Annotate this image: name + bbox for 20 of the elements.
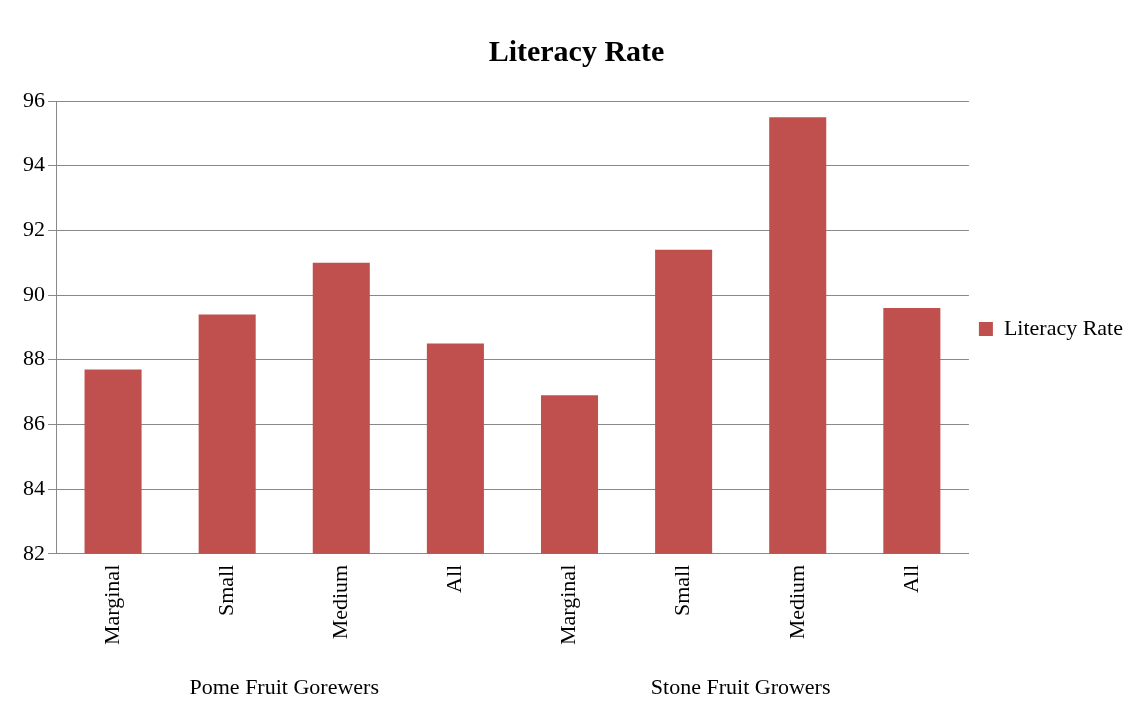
x-tick-label: All [897,564,923,593]
y-tick-label: 96 [23,86,45,112]
x-tick-label: All [441,564,467,593]
x-tick-label: Medium [327,564,353,640]
x-tick-label: Small [212,564,238,617]
legend-label: Literacy Rate [1003,314,1124,340]
y-tick-label: 92 [23,216,45,242]
y-tick-label: 82 [23,539,45,565]
y-tick-label: 94 [23,151,45,177]
y-tick-label: 88 [23,345,45,371]
text: Pome Fruit Gorewers [189,673,379,699]
x-tick-label: Marginal [98,564,124,646]
y-tick-label: 90 [23,280,45,306]
y-tick-label: 86 [23,410,45,436]
x-tick-label: Medium [783,564,809,640]
text: Stone Fruit Growers [650,673,831,699]
x-tick-label: Small [669,564,695,617]
chart-title: Literacy Rate [488,33,665,67]
y-tick-label: 84 [23,474,45,500]
x-tick-label: Marginal [555,564,581,646]
